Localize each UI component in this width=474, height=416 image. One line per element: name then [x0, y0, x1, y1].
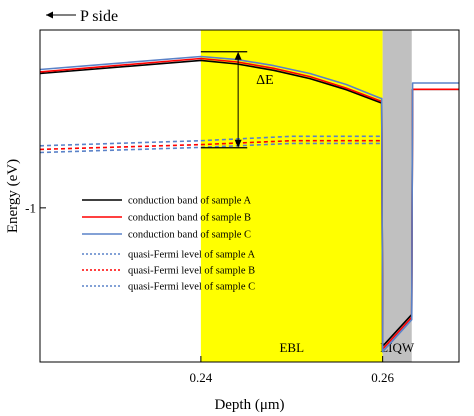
y-axis-label: Energy (eV) — [5, 159, 21, 233]
x-tick-label: 0.24 — [189, 370, 212, 385]
x-axis-label: Depth (μm) — [214, 397, 284, 413]
legend: conduction band of sample A conduction ba… — [82, 196, 256, 293]
quasi-fermi-line-c — [39, 135, 381, 147]
conduction-band-line-c — [39, 55, 459, 353]
legend-entry: conduction band of sample C — [128, 230, 251, 241]
legend-entry: conduction band of sample A — [128, 196, 251, 207]
delta-arrow-head-bottom — [234, 139, 242, 148]
regions-layer: EBL LIQW — [200, 30, 415, 362]
delta-arrow-head-top — [234, 51, 242, 60]
direction-label: P side — [80, 8, 118, 25]
series-layer — [39, 55, 459, 353]
direction-indicator: P side — [46, 8, 118, 25]
y-tick-label: -1 — [25, 200, 36, 215]
plot-frame — [39, 29, 460, 363]
annotation-layer: ΔE — [200, 51, 274, 149]
region-ebl — [200, 30, 383, 362]
direction-arrow-head — [46, 11, 53, 19]
axes: Depth (μm) Energy (eV) 0.24 0.26 -1 — [5, 29, 460, 413]
region-label-ebl: EBL — [279, 340, 304, 355]
quasi-fermi-line-a — [39, 142, 381, 154]
x-tick-label: 0.26 — [371, 370, 394, 385]
legend-entry: conduction band of sample B — [128, 213, 251, 224]
delta-e-label: ΔE — [256, 73, 274, 88]
legend-entry: quasi-Fermi level of sample A — [128, 250, 256, 261]
legend-entry: quasi-Fermi level of sample B — [128, 266, 255, 277]
legend-entry: quasi-Fermi level of sample C — [128, 282, 255, 293]
region-liqw — [382, 30, 412, 362]
quasi-fermi-line-b — [39, 139, 381, 151]
